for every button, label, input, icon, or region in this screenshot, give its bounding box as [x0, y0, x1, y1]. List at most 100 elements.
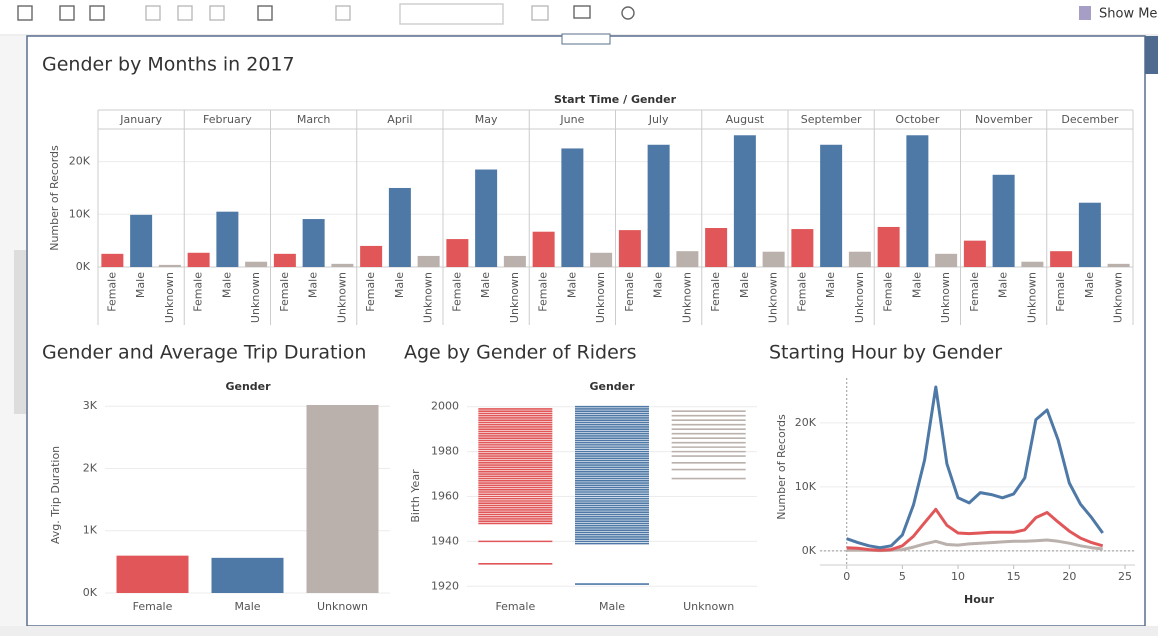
gender-label: Unknown [939, 272, 952, 323]
y-tick-label: 0K [83, 586, 98, 599]
swap-icon[interactable] [145, 5, 161, 21]
toolbar-icons [17, 3, 635, 25]
line-series [846, 507, 1104, 552]
month-header: September [801, 113, 862, 126]
highlight-icon[interactable] [257, 5, 273, 21]
column-header: Gender [225, 380, 271, 393]
bar [1050, 251, 1073, 267]
clear-icon[interactable] [89, 5, 105, 21]
gender-label: Unknown [249, 272, 262, 323]
bar [130, 214, 153, 267]
x-tick-label: 0 [843, 570, 850, 583]
gender-label: Unknown [594, 272, 607, 323]
sort-asc-icon[interactable] [177, 5, 193, 21]
label-icon[interactable] [335, 5, 351, 21]
bar [762, 251, 785, 267]
bar [158, 264, 181, 267]
bar [388, 187, 411, 267]
y-tick-label: 1980 [431, 445, 459, 458]
bar [992, 174, 1015, 267]
gender-label: Female [450, 272, 463, 312]
bar [820, 144, 843, 267]
frame-controls[interactable] [1145, 36, 1158, 74]
bar [935, 253, 958, 267]
bar [216, 211, 239, 267]
bar [676, 251, 699, 267]
frame-handle[interactable] [561, 33, 611, 45]
show-me-icon[interactable] [1079, 6, 1091, 20]
month-header: October [895, 113, 939, 126]
gender-label: Female [105, 272, 118, 312]
month-header: December [1061, 113, 1119, 126]
gender-label: Male [738, 272, 751, 298]
month-header: March [297, 113, 331, 126]
bar [331, 263, 354, 267]
bar [963, 240, 986, 267]
gender-label: Unknown [853, 272, 866, 323]
gender-label: Female [623, 272, 636, 312]
x-tick-label: Male [234, 600, 260, 613]
show-me-button[interactable]: Show Me [1099, 7, 1157, 22]
bar [590, 252, 613, 267]
x-axis-label: Hour [964, 593, 995, 606]
bar [273, 253, 296, 267]
month-header: November [975, 113, 1033, 126]
y-tick-label: 2000 [431, 400, 459, 413]
gender-label: Unknown [163, 272, 176, 323]
gender-label: Unknown [680, 272, 693, 323]
y-axis-label: Number of Records [775, 414, 788, 520]
gender-label: Unknown [767, 272, 780, 323]
gender-label: Female [364, 272, 377, 312]
gender-label: Female [968, 272, 981, 312]
x-tick-label: 5 [899, 570, 906, 583]
x-tick-label: 10 [951, 570, 965, 583]
gender-label: Unknown [1025, 272, 1038, 323]
gender-label: Male [220, 272, 233, 298]
y-tick-label: 3K [83, 399, 98, 412]
bar [877, 226, 900, 267]
month-header: May [475, 113, 498, 126]
gender-label: Female [192, 272, 205, 312]
bar [647, 144, 670, 267]
gender-label: Male [393, 272, 406, 298]
bar [618, 230, 641, 267]
y-tick-label: 10K [795, 480, 817, 493]
cards-icon[interactable] [531, 5, 549, 21]
y-axis-label: Birth Year [409, 469, 422, 523]
side-scrollbar [14, 250, 26, 414]
column-header: Gender [589, 380, 635, 393]
gender-label: Unknown [508, 272, 521, 323]
bar [1078, 202, 1101, 267]
presentation-icon[interactable] [573, 5, 591, 19]
new-sheet-icon[interactable] [17, 5, 33, 21]
bar [446, 239, 469, 267]
bar [705, 228, 728, 267]
x-tick-label: 15 [1007, 570, 1021, 583]
month-header: February [203, 113, 252, 126]
gender-label: Unknown [335, 272, 348, 323]
y-tick-label: 1940 [431, 534, 459, 547]
bar [561, 148, 584, 267]
bar [187, 252, 210, 267]
sheet-tabs [0, 626, 1158, 636]
sort-desc-icon[interactable] [209, 5, 225, 21]
gender-label: Male [997, 272, 1010, 298]
y-tick-label: 0K [76, 260, 91, 273]
x-tick-label: 20 [1062, 570, 1076, 583]
chart-title: Age by Gender of Riders [404, 342, 636, 364]
x-tick-label: Unknown [683, 600, 734, 613]
month-header: August [726, 113, 765, 126]
share-icon[interactable] [621, 6, 635, 20]
y-tick-label: 2K [83, 461, 98, 474]
gender-label: Female [1054, 272, 1067, 312]
chart-title: Gender by Months in 2017 [42, 54, 295, 76]
bar [791, 229, 814, 267]
y-tick-label: 0K [802, 544, 817, 557]
fit-dropdown[interactable] [399, 3, 504, 25]
gender-label: Unknown [422, 272, 435, 323]
gender-label: Female [882, 272, 895, 312]
y-tick-label: 1960 [431, 490, 459, 503]
duplicate-icon[interactable] [59, 5, 75, 21]
